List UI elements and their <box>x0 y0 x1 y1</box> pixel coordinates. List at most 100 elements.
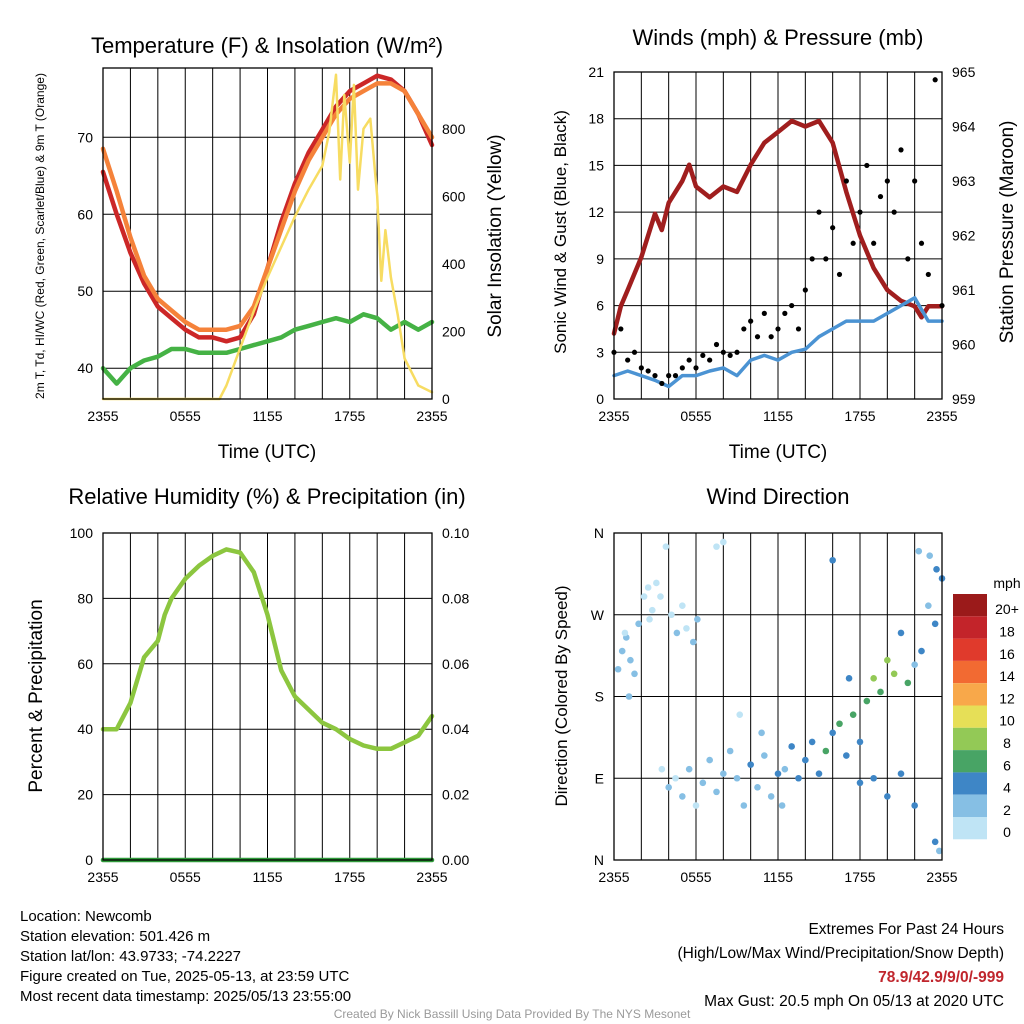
legend-swatch <box>953 750 987 773</box>
direction-point <box>897 629 905 637</box>
temperature-xlabel: Time (UTC) <box>218 442 317 463</box>
winds-y-tick-label: 18 <box>588 111 604 127</box>
direction-point <box>829 556 836 564</box>
humidity-y-tick-label: 80 <box>77 590 93 606</box>
temperature-series-green-line <box>100 312 435 386</box>
direction-point <box>761 752 768 759</box>
direction-point <box>802 756 809 764</box>
direction-point <box>625 693 633 700</box>
winds-series-maroon-line <box>611 118 945 336</box>
direction-point <box>935 847 943 855</box>
direction-point <box>849 711 857 718</box>
direction-point <box>795 774 802 782</box>
direction-point <box>808 738 816 746</box>
winds-series-black-point <box>625 357 631 363</box>
direction-point <box>931 838 939 846</box>
direction-point <box>933 566 940 573</box>
legend-swatch <box>953 660 987 684</box>
direction-point <box>915 547 923 555</box>
winds-series-black-point <box>666 373 672 379</box>
extremes-info: Extremes For Past 24 Hours (High/Low/Max… <box>678 918 1005 1014</box>
max-gust: Max Gust: 20.5 mph On 05/13 at 2020 UTC <box>704 993 1004 1010</box>
direction-point <box>679 602 686 609</box>
direction-x-tick-label: 2355 <box>926 869 957 885</box>
winds-series-black-point <box>700 352 706 358</box>
direction-point <box>754 784 761 791</box>
direction-point <box>621 629 629 637</box>
winds-x-tick-label: 1755 <box>844 408 875 424</box>
legend-label: 4 <box>1003 780 1011 796</box>
humidity-y2-tick-label: 0.06 <box>442 656 469 672</box>
direction-ylabel: Direction (Colored By Speed) <box>552 585 571 806</box>
temperature-y2-tick-label: 200 <box>442 323 466 339</box>
direction-point <box>897 770 905 778</box>
humidity-y2-tick-label: 0.08 <box>442 590 469 606</box>
legend-swatch <box>953 638 987 661</box>
legend-label: 18 <box>999 623 1015 639</box>
winds-x-tick-label: 1155 <box>763 408 793 424</box>
temperature-y-tick-label: 60 <box>77 206 93 222</box>
winds-series-black-point <box>912 178 918 184</box>
legend-label: 10 <box>999 713 1015 729</box>
direction-point <box>668 611 675 619</box>
winds-series-black-point <box>795 326 802 332</box>
legend-swatch <box>953 594 987 617</box>
winds-y-tick-label: 15 <box>588 157 604 173</box>
data-timestamp: Most recent data timestamp: 2025/05/13 2… <box>20 988 352 1005</box>
legend-swatch <box>953 705 987 728</box>
speed-legend: mph 20+ 18 16 14 12 10 8 6 4 2 0 <box>953 575 1021 840</box>
humidity-plot: 2355 0555 1155 1755 23550204060801000.000.02… <box>70 525 470 885</box>
direction-point <box>646 615 653 623</box>
winds-series-black-point <box>857 209 863 215</box>
direction-point <box>627 656 634 664</box>
temperature-ylabel: 2m T, Td, HI/WC (Red, Green, Scarlet/Blu… <box>33 73 47 399</box>
winds-series-black-point <box>877 193 884 200</box>
winds-series-black-point <box>850 240 856 246</box>
winds-series-black-point <box>843 178 849 184</box>
temperature-frame <box>102 67 433 400</box>
legend-label: 6 <box>1003 757 1011 773</box>
temperature-y-tick-label: 50 <box>77 283 93 299</box>
direction-point <box>673 629 681 637</box>
direction-point <box>720 770 727 778</box>
humidity-y2-tick-label: 0.00 <box>442 852 469 868</box>
direction-point <box>863 697 871 705</box>
direction-point <box>822 747 830 755</box>
direction-point <box>657 593 664 600</box>
direction-title: Wind Direction <box>706 484 849 509</box>
humidity-y2-tick-label: 0.10 <box>442 525 469 541</box>
winds-series-black-point <box>884 178 890 184</box>
winds-y-tick-label: 9 <box>596 251 604 267</box>
station-latlon: Station lat/lon: 43.9733; -74.2227 <box>20 948 242 965</box>
winds-series-black-point <box>905 256 911 262</box>
winds-series-black-point <box>748 318 754 324</box>
legend-label: 0 <box>1003 824 1011 840</box>
winds-series-black-point <box>816 209 822 215</box>
direction-point <box>635 620 642 628</box>
legend-label: 8 <box>1003 735 1011 751</box>
temperature-y-tick-label: 40 <box>77 360 93 376</box>
direction-point <box>870 774 877 782</box>
winds-series-black-point <box>693 365 699 371</box>
humidity-frame <box>102 532 433 861</box>
humidity-x-tick-label: 0555 <box>170 869 201 885</box>
direction-point <box>884 656 891 664</box>
legend-swatch <box>953 817 987 840</box>
winds-series-black-point <box>734 349 740 355</box>
temperature-y-tick-label: 70 <box>77 129 93 145</box>
direction-point <box>890 670 898 678</box>
direction-point <box>747 761 754 768</box>
winds-series-black-point <box>809 256 815 262</box>
direction-point <box>926 552 933 560</box>
direction-point <box>692 802 700 809</box>
humidity-y-tick-label: 40 <box>77 721 93 737</box>
direction-point <box>689 638 697 646</box>
humidity-y-tick-label: 20 <box>77 787 93 803</box>
direction-point <box>618 647 626 655</box>
direction-point <box>672 774 679 782</box>
temperature-ylabel2: Solar Insolation (Yellow) <box>485 134 506 337</box>
direction-point <box>836 720 843 728</box>
direction-y-tick-label: N <box>594 525 604 541</box>
winds-y-tick-label: 6 <box>596 298 604 314</box>
